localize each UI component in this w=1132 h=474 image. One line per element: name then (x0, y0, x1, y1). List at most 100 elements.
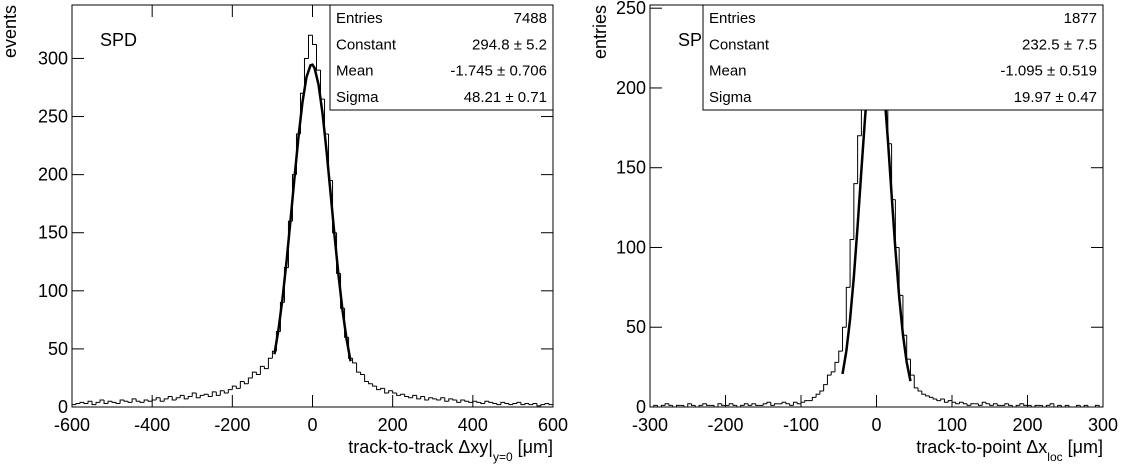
histogram-bin (1094, 404, 1100, 407)
histogram-bin (766, 401, 771, 404)
x-tick-label: -100 (783, 415, 819, 435)
histogram-bin (770, 402, 775, 406)
histogram-bin (928, 395, 934, 398)
histogram-bin (751, 403, 756, 406)
histogram-bin (364, 374, 369, 382)
histogram-bin (970, 403, 975, 406)
histogram-bin (211, 391, 217, 397)
stats-label: Sigma (336, 89, 379, 106)
stats-label: Constant (336, 36, 397, 53)
y-tick-label: 200 (616, 78, 646, 98)
histogram-bin (1004, 403, 1009, 406)
histogram-bin (504, 402, 509, 405)
histogram-bin (239, 380, 245, 389)
histogram-bin (75, 403, 81, 405)
histogram-bin (87, 400, 93, 404)
histogram-bin (540, 404, 545, 406)
histogram-bin (259, 365, 265, 375)
histogram-bin (267, 357, 273, 369)
histogram-bin (1011, 405, 1017, 408)
x-tick-label: -200 (707, 415, 743, 435)
histogram-bin (826, 374, 832, 385)
histogram-bin (985, 402, 990, 405)
histogram-bin (404, 394, 409, 398)
x-axis-label-part: y=0 (493, 450, 513, 464)
y-tick-label: 200 (38, 165, 68, 185)
histogram-bin (762, 403, 768, 406)
stats-value: 1877 (1064, 10, 1097, 27)
histogram-bin (372, 383, 377, 387)
histogram-bin (123, 400, 129, 402)
histogram-bin (163, 398, 169, 402)
histogram-bin (996, 403, 1002, 406)
histogram-bin (352, 358, 357, 364)
y-axis-label: entries (590, 5, 610, 59)
histogram-bin (747, 403, 752, 406)
x-tick-label: 600 (538, 415, 568, 435)
histogram-bin (219, 390, 225, 396)
histogram-bin (420, 396, 425, 399)
histogram-bin (247, 377, 253, 384)
histogram-bin (691, 403, 696, 406)
histogram-bin (755, 403, 760, 406)
histogram-bin (187, 396, 193, 399)
histogram-bin (251, 371, 257, 378)
histogram-bin (713, 405, 718, 408)
x-axis-label: track-to-track Δxy|y=0 [μm] (348, 437, 553, 464)
histogram-bin (740, 404, 745, 407)
stats-label: Entries (336, 10, 383, 27)
histogram-bin (1030, 405, 1036, 408)
histogram-bin (147, 400, 153, 402)
y-tick-label: 100 (616, 237, 646, 257)
histogram-bin (127, 401, 133, 403)
histogram-bin (316, 44, 321, 71)
histogram-bin (111, 401, 117, 403)
histogram-bin (476, 401, 481, 403)
histogram-bin (660, 404, 666, 407)
y-tick-label: 150 (616, 158, 646, 178)
histogram-bin (951, 400, 956, 403)
histogram-bin (664, 403, 669, 406)
histogram-bin (966, 403, 971, 406)
histogram-bin (496, 403, 501, 406)
histogram-bin (819, 390, 824, 395)
y-axis-label: events (0, 5, 20, 58)
histogram-bin (804, 400, 809, 403)
histogram-bin (672, 405, 677, 408)
histogram-bin (1042, 405, 1047, 408)
histogram-bin (492, 402, 497, 405)
histogram-bin (408, 396, 413, 399)
histogram-bin (444, 397, 449, 402)
histogram-bin (1083, 404, 1088, 407)
histogram-bin (943, 399, 949, 403)
y-tick-label: 50 (626, 317, 646, 337)
histogram-bin (959, 401, 964, 404)
histogram-bin (668, 403, 673, 406)
histogram-bin (838, 350, 843, 363)
histogram-bin (774, 403, 779, 406)
histogram-bin (1053, 403, 1058, 408)
plot-title: SPD (100, 30, 137, 50)
histogram-bin (159, 397, 165, 402)
histogram-bin (195, 393, 201, 399)
histogram-bin (243, 381, 249, 385)
histogram-bin (428, 397, 433, 401)
histogram-bin (1045, 404, 1051, 407)
histogram-bin (392, 390, 397, 394)
histogram-bin (167, 396, 173, 399)
histogram-bin (1087, 405, 1092, 408)
histogram-bin (736, 405, 741, 408)
histogram-bin (683, 405, 688, 408)
x-axis-label-part: loc (1047, 450, 1062, 464)
histogram-bin (79, 401, 85, 404)
histogram-bin (702, 403, 707, 406)
x-tick-label: -400 (134, 415, 170, 435)
histogram-bin (143, 399, 149, 403)
histogram-bin (388, 390, 393, 394)
histogram-bin (548, 403, 554, 407)
y-tick-label: 250 (616, 0, 646, 18)
y-tick-label: 0 (58, 397, 68, 417)
histogram-bin (932, 397, 937, 400)
y-tick-label: 100 (38, 281, 68, 301)
